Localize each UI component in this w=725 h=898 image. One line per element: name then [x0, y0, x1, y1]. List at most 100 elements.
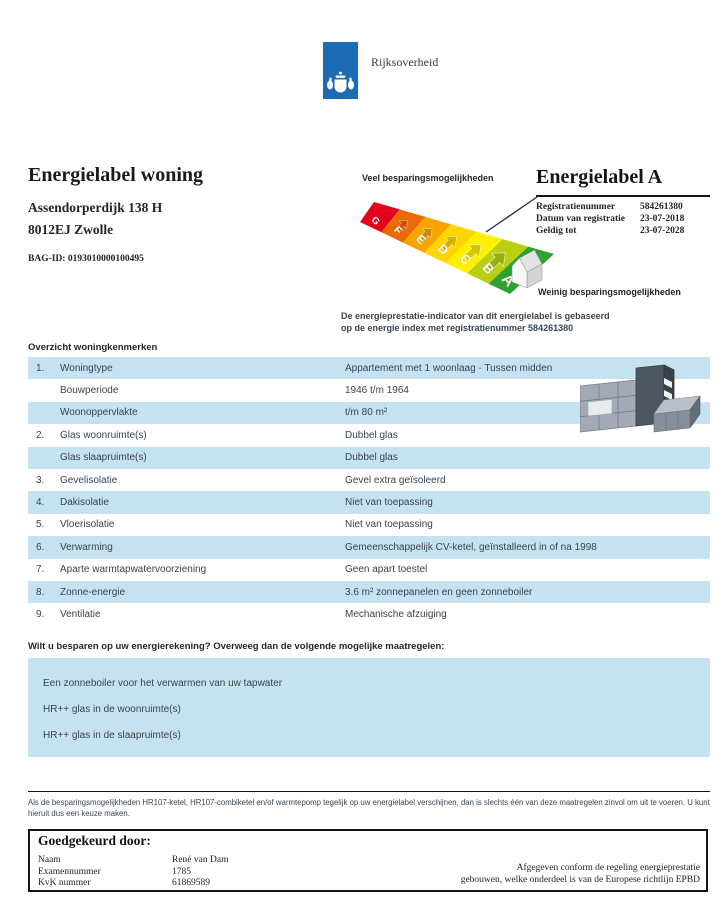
measures-heading: Wilt u besparen op uw energierekening? O…	[28, 641, 445, 652]
based-on-line-1: De energieprestatie-indicator van dit en…	[341, 311, 610, 321]
row-value: 3.6 m² zonnepanelen en geen zonneboiler	[345, 586, 533, 598]
registration-row: Registratienummer 584261380	[536, 201, 712, 213]
highlighted-unit	[587, 399, 613, 417]
field-value: 1785	[172, 866, 191, 877]
row-label: Dakisolatie	[60, 497, 109, 509]
based-on-note: De energieprestatie-indicator van dit en…	[341, 310, 610, 334]
row-value: Niet van toepassing	[345, 497, 433, 509]
table-row: Woonoppervlakte t/m 80 m²	[28, 401, 710, 425]
row-value: Dubbel glas	[345, 452, 398, 464]
registration-label: Geldig tot	[536, 226, 577, 236]
table-row: 2. Glas woonruimte(s) Dubbel glas	[28, 424, 710, 446]
table-row: 5. Vloerisolatie Niet van toepassing	[28, 514, 710, 536]
callout-line	[485, 196, 538, 233]
less-savings-label: Weinig besparingsmogelijkheden	[538, 287, 681, 297]
characteristics-table: 1. Woningtype Appartement met 1 woonlaag -…	[28, 357, 710, 626]
row-number: 2.	[36, 429, 45, 441]
approval-field: Naam René van Dam	[38, 855, 228, 867]
row-value: 1946 t/m 1964	[345, 385, 409, 397]
energy-label-class-title: Energielabel A	[536, 166, 663, 188]
row-number: 6.	[36, 541, 45, 553]
divider-rule	[28, 791, 710, 792]
row-label: Verwarming	[60, 541, 113, 553]
scale-arrow-icon	[440, 236, 457, 252]
address-line-1: Assendorperdijk 138 H	[28, 200, 163, 215]
row-label: Vloerisolatie	[60, 519, 115, 531]
address-line-2: 8012EJ Zwolle	[28, 222, 114, 237]
row-label: Bouwperiode	[60, 385, 119, 397]
scale-arrow-icon	[395, 220, 408, 232]
field-value: René van Dam	[172, 855, 229, 865]
scale-band-b	[467, 239, 529, 284]
registration-value: 584261380	[640, 202, 683, 212]
row-value: Geen apart toestel	[345, 564, 428, 576]
measure-item: HR++ glas in de woonruimte(s)	[43, 704, 181, 715]
energy-scale-graphic: G F E D C B A	[360, 196, 554, 294]
registration-value: 23-07-2018	[640, 214, 685, 224]
coat-of-arms-icon	[327, 71, 354, 93]
row-number: 7.	[36, 564, 45, 576]
registration-label: Registratienummer	[536, 202, 616, 212]
row-number: 4.	[36, 497, 45, 509]
field-value: 61869589	[172, 878, 210, 888]
registration-label: Datum van registratie	[536, 214, 626, 224]
approval-fields: Naam René van Dam Examennummer 1785 KvK nu…	[38, 855, 228, 890]
row-label: Aparte warmtapwatervoorziening	[60, 564, 207, 576]
field-label: Examennummer	[38, 866, 101, 877]
scale-band-f	[381, 209, 426, 243]
approval-field: Examennummer 1785	[38, 867, 228, 879]
registration-row: Datum van registratie 23-07-2018	[536, 213, 712, 225]
page-title: Energielabel woning	[28, 164, 204, 186]
approval-box: Goedgekeurd door: Naam René van Dam Exame…	[28, 829, 708, 892]
table-row: 7. Aparte warmtapwatervoorziening Geen apa…	[28, 559, 710, 581]
measure-item: Een zonneboiler voor het verwarmen van u…	[43, 678, 283, 689]
registration-row: Geldig tot 23-07-2028	[536, 225, 712, 237]
table-row: 6. Verwarming Gemeenschappelijk CV-ketel, …	[28, 536, 710, 559]
bag-id: BAG-ID: 0193010000100495	[28, 254, 144, 264]
house-icon	[511, 249, 543, 289]
row-value: Niet van toepassing	[345, 519, 433, 531]
field-label: Naam	[38, 855, 61, 865]
row-value: Gemeenschappelijk CV-ketel, geïnstalleer…	[345, 541, 597, 553]
rijksoverheid-logo	[323, 42, 358, 99]
table-row: Bouwperiode 1946 t/m 1964	[28, 379, 710, 401]
table-row: 1. Woningtype Appartement met 1 woonlaag -…	[28, 357, 710, 380]
row-label: Ventilatie	[60, 608, 101, 620]
row-number: 9.	[36, 608, 45, 620]
row-label: Gevelisolatie	[60, 474, 118, 486]
field-label: KvK nummer	[38, 878, 91, 888]
table-row: 8. Zonne-energie 3.6 m² zonnepanelen en ge…	[28, 580, 710, 604]
row-label: Zonne-energie	[60, 586, 126, 598]
scale-arrow-icon	[463, 244, 482, 262]
row-number: 8.	[36, 586, 45, 598]
row-number: 1.	[36, 362, 45, 374]
row-label: Woningtype	[60, 362, 113, 374]
row-value: Dubbel glas	[345, 429, 398, 441]
registration-details: Registratienummer 584261380 Datum van re…	[536, 201, 712, 237]
conform-line-1: Afgegeven conform de regeling energiepre…	[516, 863, 700, 873]
disclaimer-text: Als de besparingsmogelijkheden HR107-ket…	[28, 798, 710, 818]
more-savings-label: Veel besparingsmogelijkheden	[362, 173, 494, 183]
approval-field: KvK nummer 61869589	[38, 878, 228, 890]
measure-item: HR++ glas in de slaapruimte(s)	[43, 730, 181, 741]
approval-heading: Goedgekeurd door:	[38, 833, 151, 848]
scale-band-d	[424, 224, 477, 264]
characteristics-title: Overzicht woningkenmerken	[28, 342, 158, 353]
row-value: Mechanische afzuiging	[345, 608, 447, 620]
table-row: 4. Dakisolatie Niet van toepassing	[28, 491, 710, 514]
row-label: Glas slaapruimte(s)	[60, 452, 147, 464]
scale-arrow-icon	[485, 252, 506, 271]
scale-band-e	[402, 216, 452, 253]
row-value: Gevel extra geïsoleerd	[345, 474, 446, 486]
scale-band-g	[360, 202, 400, 233]
based-on-line-2: op de energie index met registratienumme…	[341, 323, 574, 333]
measures-box: Een zonneboiler voor het verwarmen van u…	[28, 658, 710, 757]
scale-band-c	[445, 231, 503, 274]
apartment-building-illustration	[580, 364, 701, 433]
rijksoverheid-wordmark: Rijksoverheid	[371, 55, 439, 69]
row-value: t/m 80 m²	[345, 407, 388, 419]
row-number: 3.	[36, 474, 45, 486]
conform-line-2: gebouwen, welke onderdeel is van de Euro…	[460, 875, 700, 885]
row-value: Appartement met 1 woonlaag - Tussen midd…	[345, 362, 553, 374]
